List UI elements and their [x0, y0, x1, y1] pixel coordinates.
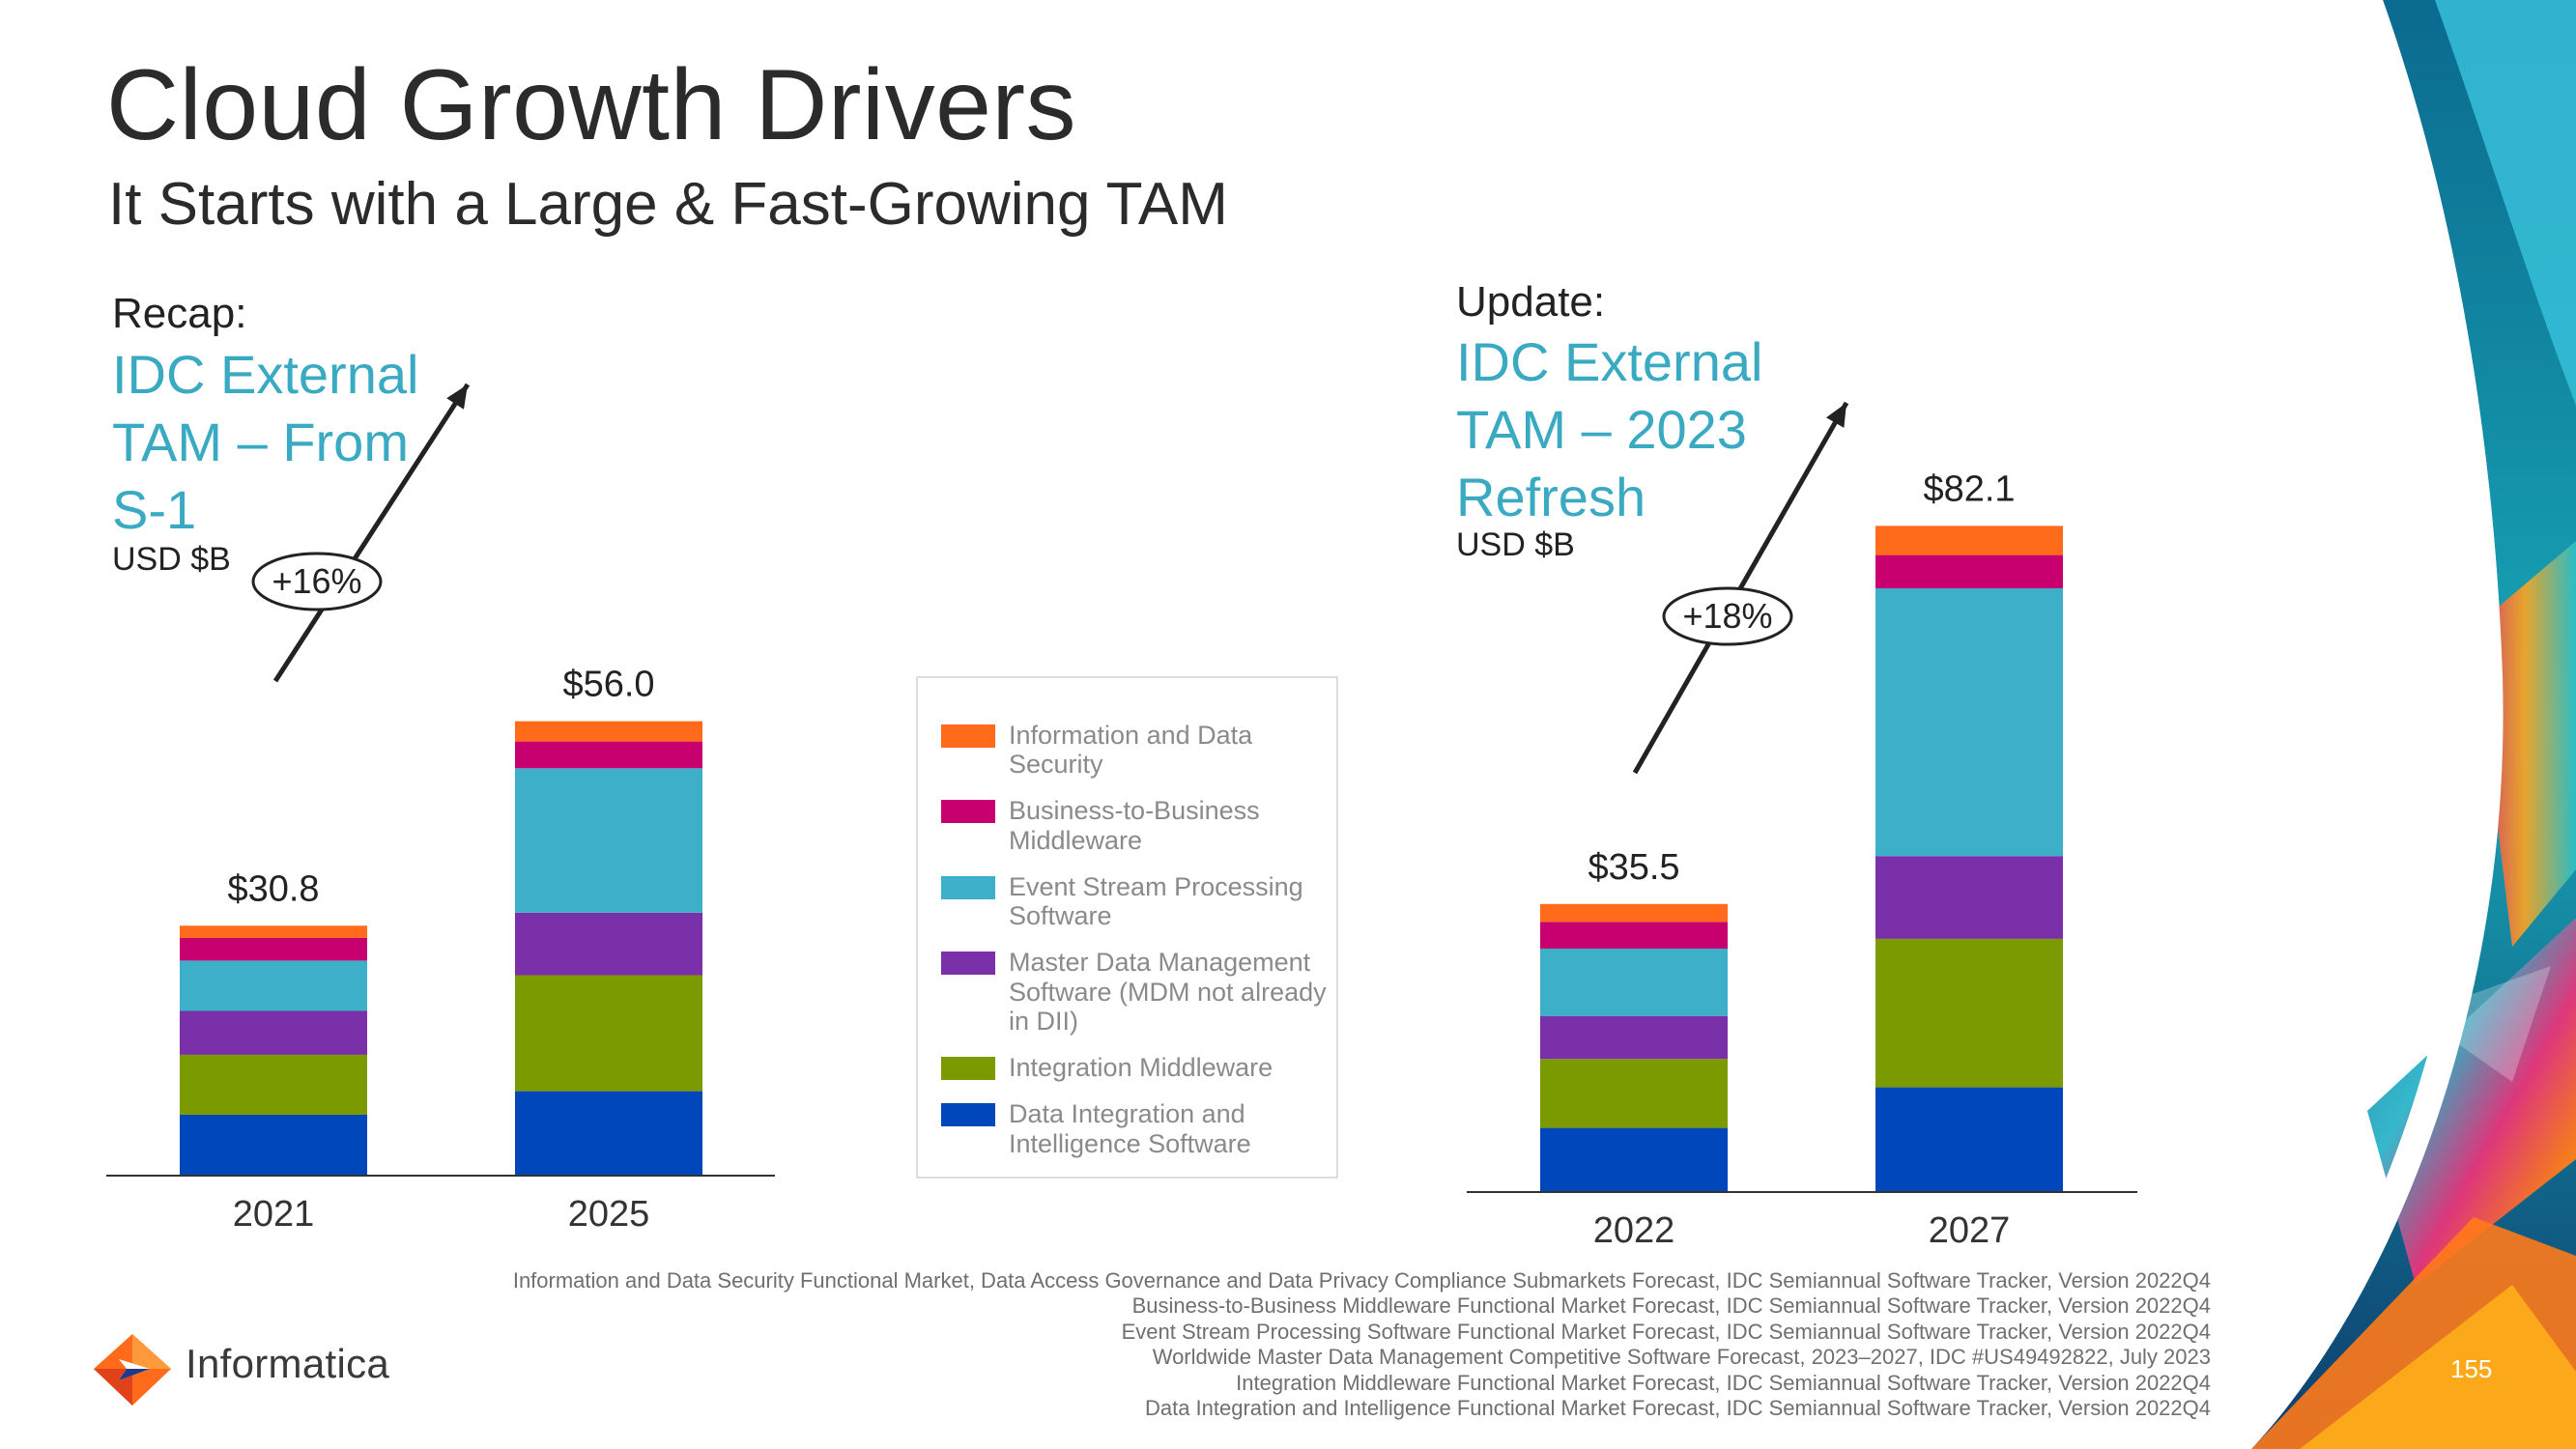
x-axis-tick-label: 2025	[568, 1194, 650, 1235]
slide-subtitle: It Starts with a Large & Fast-Growing TA…	[108, 171, 1228, 238]
legend-label: Business-to-Business Middleware	[1009, 796, 1260, 855]
legend-swatch	[941, 875, 995, 899]
bar-segment-2027	[1875, 554, 2063, 588]
bar-segment-2027	[1875, 856, 2063, 939]
legend-label: Event Stream Processing Software	[1009, 871, 1303, 931]
footnote-line: Worldwide Master Data Management Competi…	[1152, 1345, 2211, 1370]
legend-item: Information and Data Security	[941, 721, 1336, 779]
legend-label: Data Integration and Intelligence Softwa…	[1009, 1099, 1251, 1158]
recap-label: Recap:	[112, 290, 247, 337]
legend-item: Master Data Management Software (MDM not…	[941, 948, 1336, 1036]
x-axis-tick-label: 2022	[1593, 1210, 1675, 1251]
bar-segment-2021	[180, 1054, 367, 1115]
growth-rate-oval	[1662, 586, 1793, 646]
chart-legend: Information and Data Security Business-to…	[916, 676, 1338, 1179]
legend-label: Information and Data Security	[1009, 721, 1253, 780]
bar-segment-2025	[515, 912, 702, 976]
bar-total-label: $35.5	[1588, 847, 1679, 888]
footnote-line: Integration Middleware Functional Market…	[1236, 1370, 2211, 1395]
footnote-line: Information and Data Security Functional…	[512, 1268, 2211, 1293]
bar-segment-2027	[1875, 938, 2063, 1088]
x-axis-tick-label: 2027	[1929, 1210, 2011, 1251]
legend-label: Master Data Management Software (MDM not…	[1009, 948, 1327, 1036]
brand-name: Informatica	[186, 1341, 390, 1386]
legend-item: Integration Middleware	[941, 1053, 1336, 1082]
footnote-line: Business-to-Business Middleware Function…	[1131, 1293, 2211, 1319]
bar-segment-2022	[1540, 903, 1728, 923]
bar-segment-2022	[1540, 922, 1728, 949]
growth-arrow-line	[272, 383, 471, 683]
recap-unit-label: USD $B	[112, 541, 231, 578]
growth-rate-label: +18%	[1682, 596, 1772, 636]
footnote-line: Data Integration and Intelligence Functi…	[1144, 1395, 2211, 1420]
legend-swatch	[941, 800, 995, 824]
bar-segment-2021	[180, 925, 367, 938]
bar-segment-2025	[515, 741, 702, 769]
slide-title: Cloud Growth Drivers	[106, 49, 1077, 161]
bar-total-label: $82.1	[1923, 469, 2015, 509]
legend-swatch	[941, 724, 995, 748]
informatica-logo-icon	[94, 1334, 171, 1406]
bar-segment-2027	[1875, 1087, 2063, 1192]
update-unit-label: USD $B	[1456, 526, 1575, 563]
legend-swatch	[941, 1057, 995, 1081]
growth-rate-label: +16%	[272, 561, 361, 601]
page-number: 155	[2450, 1354, 2493, 1383]
bar-segment-2021	[180, 1010, 367, 1055]
bar-segment-2025	[515, 975, 702, 1092]
source-footnotes: Information and Data Security Functional…	[375, 1268, 2211, 1421]
bar-segment-2022	[1540, 949, 1728, 1016]
bar-total-label: $30.8	[227, 868, 319, 909]
growth-arrow-head-icon	[446, 384, 468, 410]
bar-segment-2021	[180, 937, 367, 961]
bar-segment-2025	[515, 1091, 702, 1176]
bar-segment-2022	[1540, 1015, 1728, 1060]
legend-label: Integration Middleware	[1009, 1053, 1274, 1083]
bar-segment-2021	[180, 1115, 367, 1176]
legend-item: Business-to-Business Middleware	[941, 796, 1336, 855]
bar-segment-2021	[180, 960, 367, 1011]
update-chart-title: IDC External TAM – 2023 Refresh	[1456, 331, 1763, 527]
bar-segment-2025	[515, 768, 702, 913]
bar-segment-2027	[1875, 526, 2063, 555]
legend-item: Event Stream Processing Software	[941, 872, 1336, 930]
bar-total-label: $56.0	[562, 665, 654, 705]
bar-segment-2025	[515, 721, 702, 742]
bar-segment-2027	[1875, 588, 2063, 857]
legend-item: Data Integration and Intelligence Softwa…	[941, 1099, 1336, 1158]
growth-arrow-head-icon	[1826, 403, 1846, 428]
bar-segment-2022	[1540, 1059, 1728, 1128]
x-axis-tick-label: 2021	[233, 1194, 315, 1235]
legend-swatch	[941, 952, 995, 976]
footnote-line: Event Stream Processing Software Functio…	[1121, 1319, 2211, 1344]
bar-segment-2022	[1540, 1127, 1728, 1192]
legend-swatch	[941, 1103, 995, 1127]
update-label: Update:	[1456, 278, 1606, 326]
recap-chart-title: IDC External TAM – From S-1	[112, 344, 419, 540]
growth-rate-oval	[251, 552, 383, 611]
